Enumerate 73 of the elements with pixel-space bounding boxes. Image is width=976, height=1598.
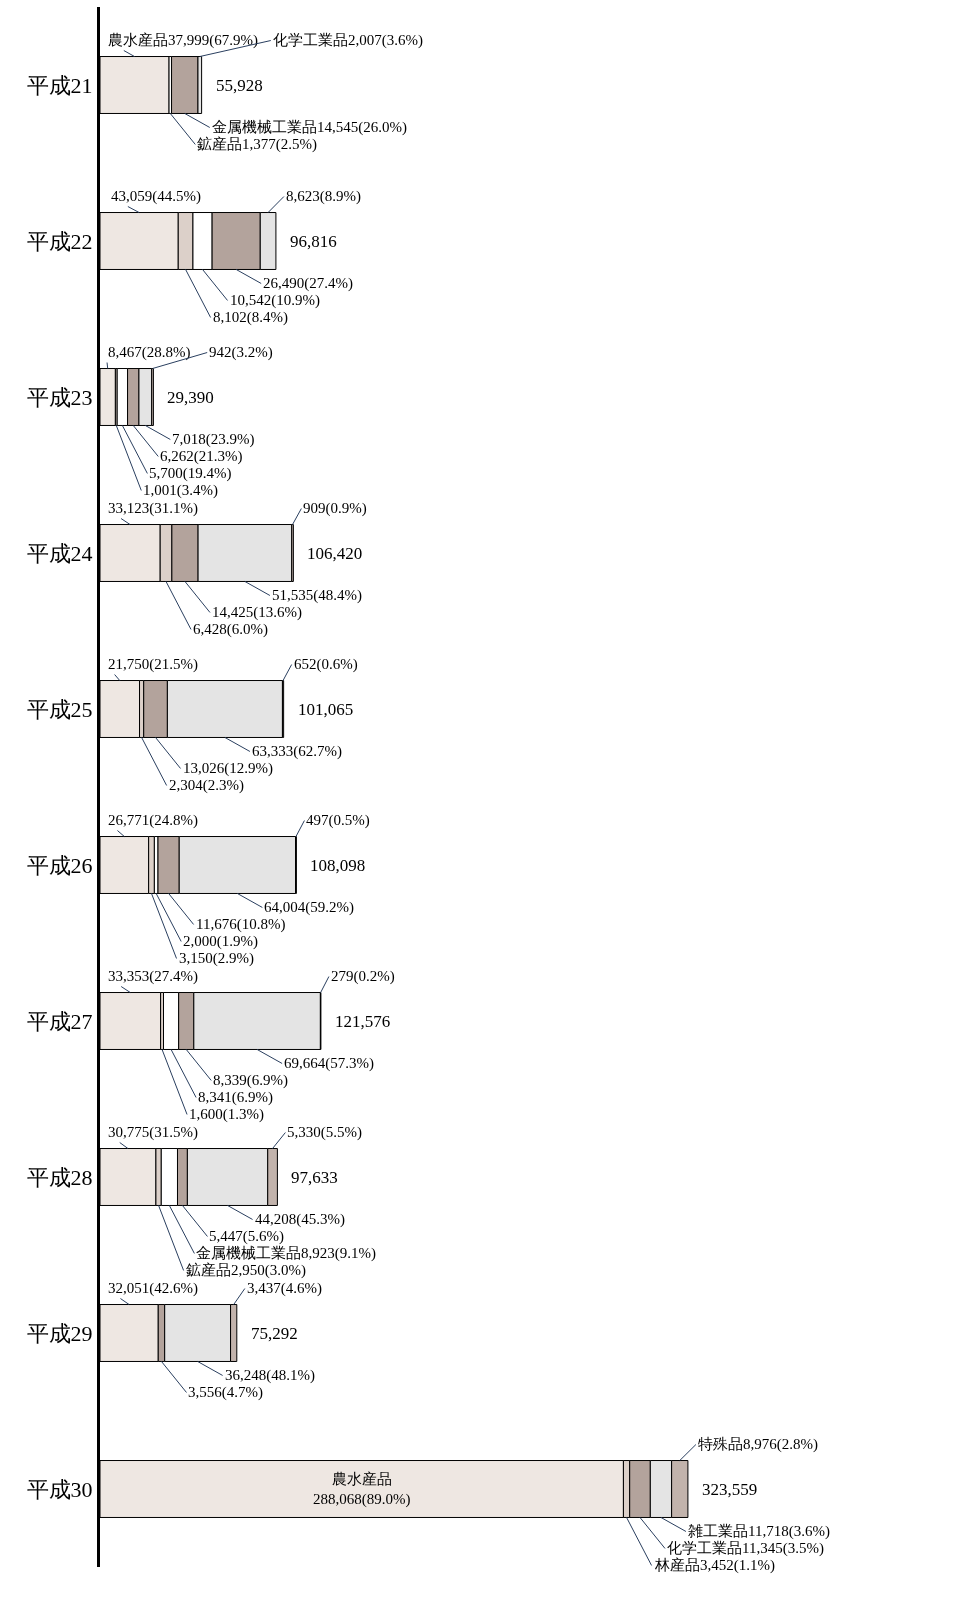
total-label: 97,633 bbox=[291, 1168, 338, 1187]
data-label: 942(3.2%) bbox=[209, 344, 273, 361]
data-label: 2,000(1.9%) bbox=[183, 933, 258, 950]
data-label: 3,150(2.9%) bbox=[179, 950, 254, 967]
data-label: 雑工業品11,718(3.6%) bbox=[688, 1523, 830, 1540]
data-label: 8,339(6.9%) bbox=[213, 1072, 288, 1089]
total-label: 121,576 bbox=[335, 1012, 391, 1031]
total-label: 101,065 bbox=[298, 700, 354, 719]
total-label: 323,559 bbox=[702, 1480, 758, 1499]
y-tick-label: 平成30 bbox=[26, 1476, 93, 1502]
total-label: 106,420 bbox=[307, 544, 363, 563]
y-tick-label: 平成29 bbox=[26, 1320, 93, 1346]
total-label: 108,098 bbox=[310, 856, 366, 875]
data-label: 金属機械工業品14,545(26.0%) bbox=[212, 119, 407, 136]
data-label: 林産品3,452(1.1%) bbox=[654, 1557, 775, 1574]
data-label: 化学工業品2,007(3.6%) bbox=[273, 32, 423, 49]
data-label: 652(0.6%) bbox=[294, 656, 358, 673]
data-label: 32,051(42.6%) bbox=[108, 1280, 198, 1297]
data-label: 69,664(57.3%) bbox=[284, 1055, 374, 1072]
data-label: 44,208(45.3%) bbox=[255, 1211, 345, 1228]
data-label: 金属機械工業品8,923(9.1%) bbox=[196, 1245, 376, 1262]
data-label: 14,425(13.6%) bbox=[212, 604, 302, 621]
y-tick-label: 平成26 bbox=[26, 852, 93, 878]
data-label: 3,437(4.6%) bbox=[247, 1280, 322, 1297]
data-label: 鉱産品1,377(2.5%) bbox=[197, 136, 317, 153]
data-label: 279(0.2%) bbox=[331, 968, 395, 985]
data-label: 1,001(3.4%) bbox=[143, 482, 218, 499]
y-tick-label: 平成24 bbox=[26, 540, 93, 566]
data-label: 64,004(59.2%) bbox=[264, 899, 354, 916]
total-label: 75,292 bbox=[251, 1324, 298, 1343]
data-label: 909(0.9%) bbox=[303, 500, 367, 517]
data-label: 8,467(28.8%) bbox=[108, 344, 191, 361]
data-label: 8,623(8.9%) bbox=[286, 188, 361, 205]
data-label: 30,775(31.5%) bbox=[108, 1124, 198, 1141]
data-label: 43,059(44.5%) bbox=[111, 188, 201, 205]
data-label: 7,018(23.9%) bbox=[172, 431, 255, 448]
data-label: 13,026(12.9%) bbox=[183, 760, 273, 777]
data-label: 2,304(2.3%) bbox=[169, 777, 244, 794]
y-tick-label: 平成27 bbox=[26, 1008, 93, 1034]
data-label: 3,556(4.7%) bbox=[188, 1384, 263, 1401]
data-label: 497(0.5%) bbox=[306, 812, 370, 829]
data-label: 33,123(31.1%) bbox=[108, 500, 198, 517]
data-label: 特殊品8,976(2.8%) bbox=[698, 1436, 818, 1453]
data-label: 26,490(27.4%) bbox=[263, 275, 353, 292]
data-label: 5,330(5.5%) bbox=[287, 1124, 362, 1141]
y-tick-label: 平成28 bbox=[26, 1164, 93, 1190]
total-label: 29,390 bbox=[167, 388, 214, 407]
total-label: 55,928 bbox=[216, 76, 263, 95]
data-label: 農水産品37,999(67.9%) bbox=[108, 32, 258, 49]
data-label: 51,535(48.4%) bbox=[272, 587, 362, 604]
data-label: 21,750(21.5%) bbox=[108, 656, 198, 673]
data-label: 26,771(24.8%) bbox=[108, 812, 198, 829]
data-label: 農水産品 288,068(89.0%) bbox=[313, 1471, 411, 1508]
data-label: 63,333(62.7%) bbox=[252, 743, 342, 760]
data-label: 5,700(19.4%) bbox=[149, 465, 232, 482]
y-tick-label: 平成25 bbox=[26, 696, 93, 722]
total-label: 96,816 bbox=[290, 232, 337, 251]
y-tick-label: 平成23 bbox=[26, 384, 93, 410]
data-label: 鉱産品2,950(3.0%) bbox=[186, 1262, 306, 1279]
data-label: 6,262(21.3%) bbox=[160, 448, 243, 465]
data-label: 36,248(48.1%) bbox=[225, 1367, 315, 1384]
data-label: 8,341(6.9%) bbox=[198, 1089, 273, 1106]
y-tick-label: 平成21 bbox=[26, 72, 93, 98]
data-label: 8,102(8.4%) bbox=[213, 309, 288, 326]
data-label: 1,600(1.3%) bbox=[189, 1106, 264, 1123]
data-label: 5,447(5.6%) bbox=[209, 1228, 284, 1245]
data-label: 11,676(10.8%) bbox=[196, 916, 286, 933]
y-tick-label: 平成22 bbox=[26, 228, 93, 254]
data-label: 10,542(10.9%) bbox=[230, 292, 320, 309]
data-label: 化学工業品11,345(3.5%) bbox=[667, 1540, 824, 1557]
data-label: 6,428(6.0%) bbox=[193, 621, 268, 638]
data-label: 33,353(27.4%) bbox=[108, 968, 198, 985]
bar bbox=[171, 56, 199, 114]
